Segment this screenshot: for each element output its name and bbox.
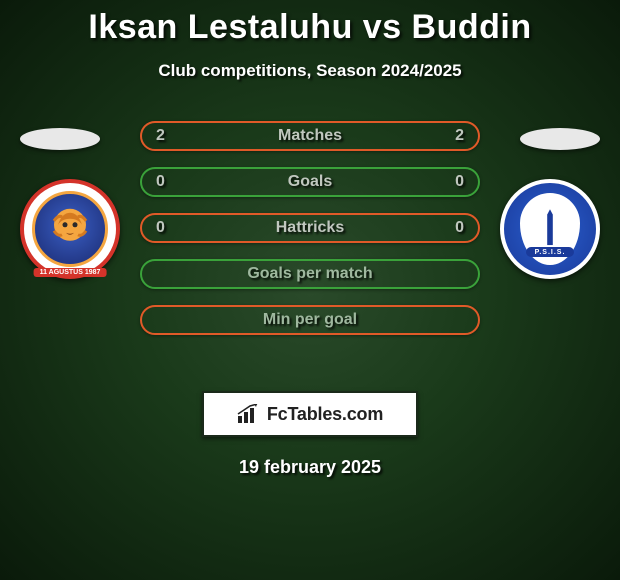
page-subtitle: Club competitions, Season 2024/2025 [0,61,620,81]
psis-band-text: P.S.I.S. [526,247,574,257]
date-text: 19 february 2025 [0,457,620,478]
stat-left-value: 0 [156,173,172,191]
stat-row: 0Hattricks0 [140,213,480,243]
stat-row: Goals per match [140,259,480,289]
stat-label: Matches [172,127,448,145]
psis-crest: P.S.I.S. [500,179,600,279]
page-title: Iksan Lestaluhu vs Buddin [0,0,620,47]
bar-chart-icon [237,404,261,424]
stat-row: Min per goal [140,305,480,335]
stat-label: Goals per match [172,265,448,283]
comparison-panel: 11 AGUSTUS 1987 P.S.I.S. 2Matches20Goals… [0,111,620,391]
lion-icon [48,205,92,249]
brand-badge[interactable]: FcTables.com [202,391,418,437]
stat-rows: 2Matches20Goals00Hattricks0Goals per mat… [140,121,480,351]
monument-icon [543,209,557,245]
stat-right-value: 0 [448,219,464,237]
stat-row: 0Goals0 [140,167,480,197]
club-crest-right: P.S.I.S. [500,179,600,279]
stat-left-value: 2 [156,127,172,145]
stat-left-value: 0 [156,219,172,237]
stat-label: Min per goal [172,311,448,329]
player-right-silhouette [520,128,600,150]
stat-label: Hattricks [172,219,448,237]
player-left-silhouette [20,128,100,150]
stat-right-value: 2 [448,127,464,145]
brand-text: FcTables.com [267,404,383,425]
stat-label: Goals [172,173,448,191]
arema-crest: 11 AGUSTUS 1987 [20,179,120,279]
stat-right-value: 0 [448,173,464,191]
stat-row: 2Matches2 [140,121,480,151]
club-crest-left: 11 AGUSTUS 1987 [20,179,120,279]
arema-banner-text: 11 AGUSTUS 1987 [34,268,107,277]
